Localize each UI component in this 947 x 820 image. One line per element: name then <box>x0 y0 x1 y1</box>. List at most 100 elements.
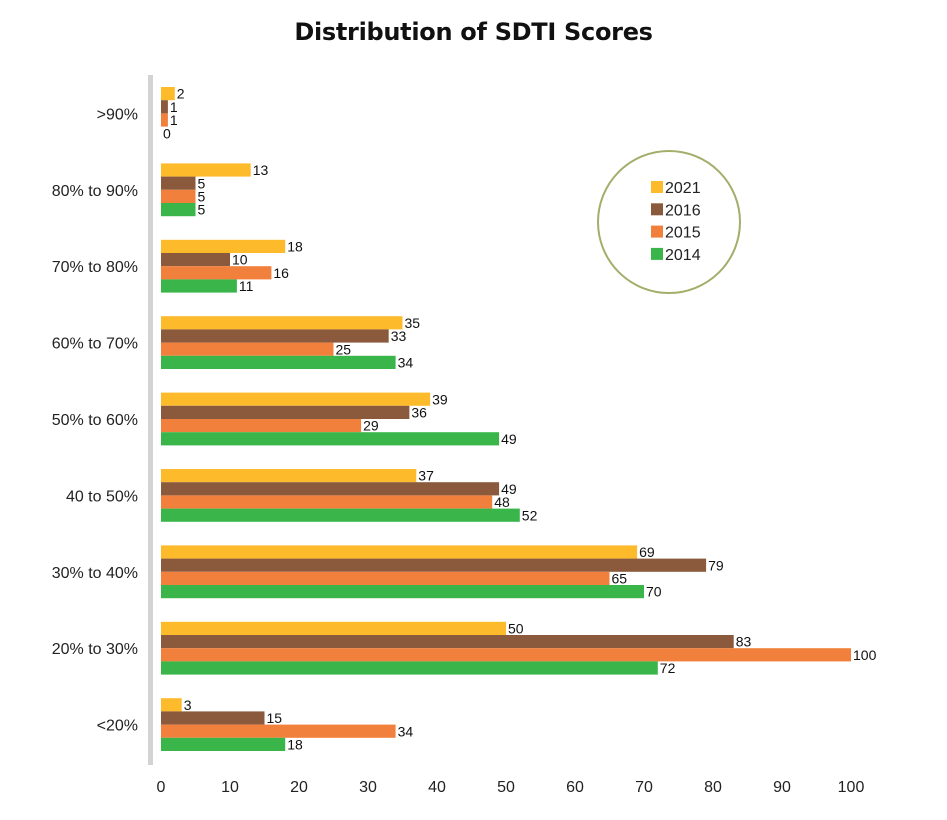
x-tick-label: 50 <box>497 779 515 796</box>
x-tick-label: 80 <box>704 779 722 796</box>
data-label: 50 <box>508 621 524 637</box>
legend-label: 2015 <box>665 225 701 242</box>
bar-2014 <box>161 203 196 217</box>
bar-2014 <box>161 355 396 369</box>
data-label: 1 <box>170 112 178 128</box>
y-axis-line <box>148 75 153 765</box>
bar-2014 <box>161 432 500 446</box>
bar-2015 <box>161 419 362 433</box>
data-label: 1 <box>170 99 178 115</box>
data-label: 70 <box>646 584 662 600</box>
data-label: 65 <box>612 571 628 587</box>
legend-swatch-2015 <box>651 225 663 238</box>
data-label: 15 <box>267 710 283 726</box>
data-label: 25 <box>336 341 352 357</box>
bar-2016 <box>161 329 389 343</box>
data-label: 0 <box>163 125 171 141</box>
x-tick-label: 100 <box>838 779 865 796</box>
bar-2021 <box>161 698 182 712</box>
data-label: 11 <box>239 278 254 294</box>
legend: 2021 2016 2015 2014 <box>597 150 741 294</box>
bar-2015 <box>161 266 272 280</box>
data-label: 5 <box>198 202 206 218</box>
bar-2016 <box>161 558 707 572</box>
data-label: 49 <box>501 481 517 497</box>
x-tick-label: 30 <box>359 779 377 796</box>
bar-2016 <box>161 711 265 725</box>
bar-2021 <box>161 469 417 483</box>
bar-2015 <box>161 189 196 203</box>
legend-swatch-2021 <box>651 181 663 193</box>
data-label: 34 <box>398 723 414 739</box>
bar-2014 <box>161 737 286 751</box>
bar-2016 <box>161 635 734 649</box>
data-label: 48 <box>494 494 510 510</box>
x-tick-label: 0 <box>157 779 166 796</box>
data-label: 16 <box>273 265 289 281</box>
bar-2021 <box>161 87 175 101</box>
category-label: <20% <box>97 718 138 735</box>
data-label: 79 <box>708 557 724 573</box>
bar-2014 <box>161 508 520 522</box>
data-label: 2 <box>177 86 185 102</box>
legend-border <box>597 150 741 294</box>
data-label: 52 <box>522 507 538 523</box>
bar-2014 <box>161 279 237 293</box>
bars-layer <box>161 87 851 751</box>
category-label: 80% to 90% <box>52 183 138 200</box>
bar-2021 <box>161 163 251 177</box>
bar-2016 <box>161 482 500 496</box>
legend-label: 2016 <box>665 202 701 219</box>
bar-2015 <box>161 342 334 356</box>
category-label: >90% <box>97 106 138 123</box>
x-tick-label: 40 <box>428 779 446 796</box>
bar-2021 <box>161 239 286 253</box>
bar-2021 <box>161 545 638 559</box>
bar-2015 <box>161 648 851 662</box>
bar-2014 <box>161 585 644 599</box>
data-label: 37 <box>418 468 434 484</box>
data-label: 29 <box>363 418 379 434</box>
data-label: 5 <box>198 175 206 191</box>
data-label: 100 <box>853 647 877 663</box>
x-tick-label: 60 <box>566 779 584 796</box>
bar-2015 <box>161 495 493 509</box>
data-label: 10 <box>232 252 248 268</box>
bar-2021 <box>161 621 506 635</box>
bar-2016 <box>161 176 196 190</box>
legend-label: 2021 <box>665 180 701 197</box>
category-label: 70% to 80% <box>52 259 138 276</box>
axis-layer: 0 10 20 30 40 50 60 70 80 90 100 <box>148 75 864 796</box>
category-label: 30% to 40% <box>52 565 138 582</box>
bar-2021 <box>161 316 403 330</box>
category-label: 50% to 60% <box>52 412 138 429</box>
data-label: 39 <box>432 391 448 407</box>
x-tick-label: 20 <box>290 779 308 796</box>
data-label: 49 <box>501 431 517 447</box>
bar-2015 <box>161 113 168 127</box>
bar-2014 <box>161 661 658 675</box>
data-label: 3 <box>184 697 192 713</box>
legend-swatch-2014 <box>651 247 663 260</box>
bar-2016 <box>161 253 230 267</box>
bar-2016 <box>161 100 168 114</box>
data-label: 18 <box>287 737 303 753</box>
data-label: 18 <box>287 239 303 255</box>
x-tick-label: 90 <box>773 779 791 796</box>
bar-2015 <box>161 724 396 738</box>
data-label: 83 <box>736 634 752 650</box>
legend-label: 2014 <box>665 247 701 264</box>
category-label: 40 to 50% <box>66 488 138 505</box>
data-label: 72 <box>660 660 676 676</box>
category-label: 20% to 30% <box>52 641 138 658</box>
data-label: 35 <box>405 315 421 331</box>
data-label: 36 <box>411 405 427 421</box>
data-label: 69 <box>639 544 655 560</box>
bar-2016 <box>161 405 410 419</box>
chart-title: Distribution of SDTI Scores <box>294 18 653 46</box>
x-tick-label: 10 <box>221 779 239 796</box>
data-label: 33 <box>391 328 407 344</box>
data-label: 5 <box>198 189 206 205</box>
